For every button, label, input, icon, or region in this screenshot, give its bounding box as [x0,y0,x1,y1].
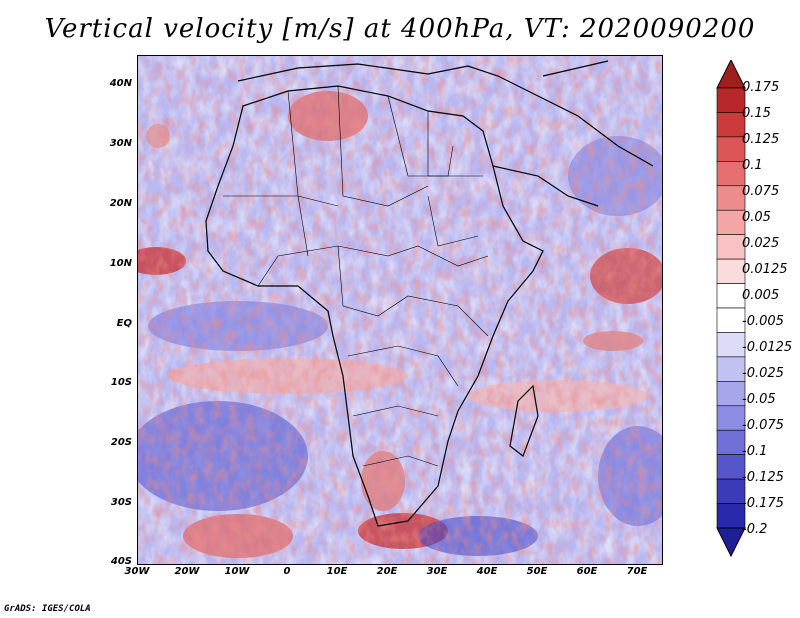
colorbar-cell [716,161,746,187]
colorbar-label: -0.005 [742,314,784,329]
lat-tick-40N: 40N [109,78,132,89]
colorbar-cell [716,405,746,431]
colorbar-cell [716,258,746,284]
colorbar-label: -0.2 [742,522,768,537]
colorbar-cell [716,478,746,504]
map-svg [138,56,662,564]
colorbar-cell [716,136,746,162]
lat-tick-30N: 30N [109,138,132,149]
lat-tick-10N: 10N [109,258,132,269]
colorbar-label: 0.075 [742,184,780,199]
lat-tick-EQ: EQ [116,318,132,329]
colorbar-cell [716,283,746,309]
colorbar-cell [716,332,746,358]
lon-tick-30W: 30W [124,566,150,577]
colorbar-label: 0.125 [742,132,780,147]
lon-tick-10E: 10E [326,566,348,577]
lon-tick-20W: 20W [174,566,200,577]
colorbar-label: -0.175 [742,496,784,511]
map-plot-area [137,55,663,565]
colorbar-bottom-arrow [716,527,746,558]
colorbar-cell [716,209,746,235]
colorbar-label: 0.005 [742,288,780,303]
colorbar-label: -0.05 [742,392,776,407]
lon-tick-10W: 10W [224,566,250,577]
colorbar-cell [716,234,746,260]
colorbar-label: -0.1 [742,444,768,459]
colorbar-label: -0.125 [742,470,784,485]
colorbar-cell [716,112,746,138]
colorbar-top-arrow [716,60,746,89]
colorbar-label: -0.025 [742,366,784,381]
colorbar-cell [716,503,746,529]
colorbar-label: 0.025 [742,236,780,251]
lon-tick-60E: 60E [576,566,598,577]
colorbar-cell [716,307,746,333]
colorbar-cell [716,381,746,407]
lon-tick-50E: 50E [526,566,548,577]
lon-tick-40E: 40E [476,566,498,577]
colorbar-label: 0.1 [742,158,763,173]
colorbar-cell [716,429,746,455]
colorbar-cell [716,356,746,382]
colorbar-label: 0.175 [742,80,780,95]
lat-tick-30S: 30S [110,497,132,508]
chart-title: Vertical velocity [m/s] at 400hPa, VT: 2… [44,14,756,44]
colorbar-label: -0.075 [742,418,784,433]
lon-tick-70E: 70E [626,566,648,577]
colorbar-cell [716,454,746,480]
lat-tick-20N: 20N [109,198,132,209]
grads-credit: GrADS: IGES/COLA [4,604,91,614]
africa-outline [205,60,654,527]
lat-tick-20S: 20S [110,437,132,448]
colorbar-label: -0.0125 [742,340,793,355]
colorbar [716,60,746,558]
colorbar-label: 0.15 [742,106,771,121]
country-borders [223,85,489,467]
lat-tick-40S: 40S [110,556,132,567]
lon-tick-20E: 20E [376,566,398,577]
colorbar-label: 0.0125 [742,262,788,277]
colorbar-label: 0.05 [742,210,771,225]
colorbar-cell [716,185,746,211]
lat-tick-10S: 10S [110,377,132,388]
colorbar-cell [716,87,746,113]
lon-tick-30E: 30E [426,566,448,577]
lon-tick-0: 0 [283,566,291,577]
